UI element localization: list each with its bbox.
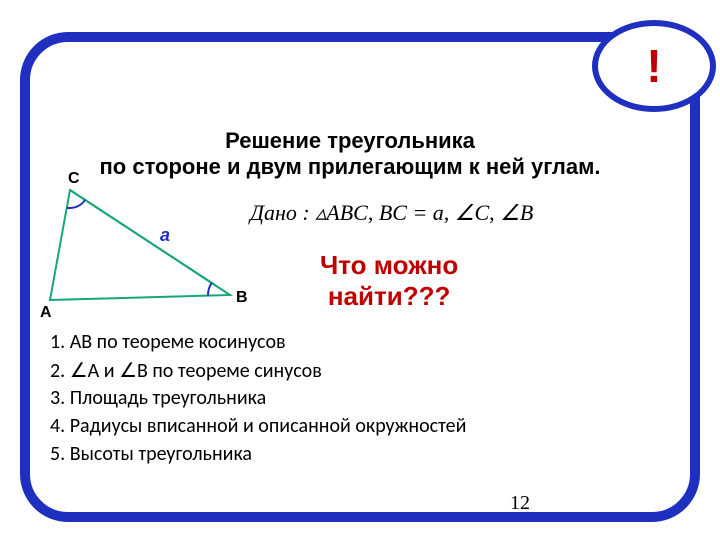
question-line1: Что можно bbox=[320, 250, 458, 280]
answer-item: 2. ∠A и ∠B по теореме синусов bbox=[50, 358, 322, 383]
question-text: Что можно найти??? bbox=[320, 250, 458, 312]
angle-arc-C bbox=[67, 200, 85, 208]
triangle-diagram bbox=[40, 180, 260, 320]
slide-title-line1: Решение треугольника bbox=[225, 128, 475, 153]
attention-badge: ! bbox=[592, 20, 716, 112]
answer-item: 4. Радиусы вписанной и описанной окружно… bbox=[50, 414, 466, 438]
angle-arc-B bbox=[208, 283, 212, 296]
triangle-inner-line bbox=[70, 190, 215, 285]
vertex-label-C: C bbox=[68, 170, 80, 188]
given-line: Дано : ▵ABC, BC = a, ∠C, ∠B bbox=[250, 200, 533, 226]
slide-title-line2: по стороне и двум прилегающим к ней угла… bbox=[100, 154, 601, 179]
vertex-label-A: A bbox=[40, 304, 52, 322]
answer-item: 5. Высоты треугольника bbox=[50, 442, 252, 466]
slide-title: Решение треугольника по стороне и двум п… bbox=[90, 128, 610, 180]
answer-item: 1. AB по теореме косинусов bbox=[50, 330, 286, 354]
vertex-label-B: B bbox=[236, 289, 248, 307]
attention-badge-text: ! bbox=[646, 39, 661, 93]
side-label-a: a bbox=[160, 225, 170, 246]
question-line2: найти??? bbox=[328, 281, 451, 311]
page-number: 12 bbox=[510, 492, 530, 515]
answer-item: 3. Площадь треугольника bbox=[50, 386, 266, 410]
